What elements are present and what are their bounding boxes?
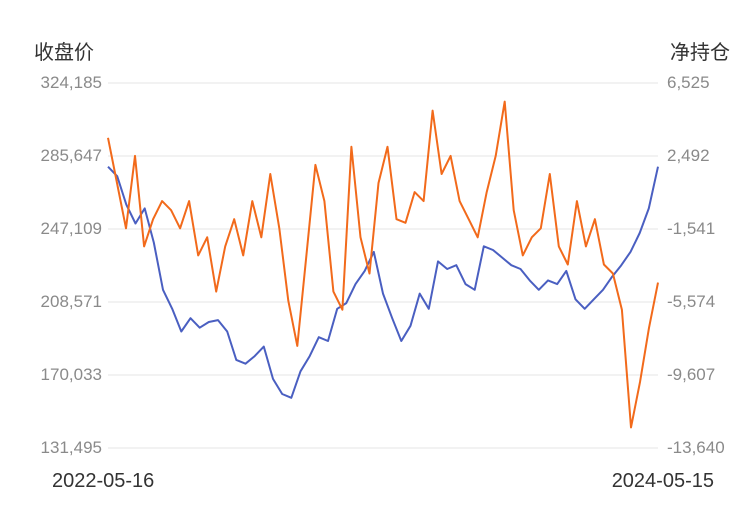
x-axis-end-date: 2024-05-15 [611, 470, 714, 492]
left-tick-label: 170,033 [40, 365, 102, 384]
left-tick-label: 285,647 [40, 146, 102, 165]
left-tick-label: 208,571 [40, 292, 102, 311]
net-position-line [107, 100, 659, 429]
series-lines [107, 100, 659, 429]
right-axis-title: 净持仓 [670, 42, 730, 64]
right-tick-label: -9,607 [667, 365, 716, 384]
right-tick-label: 6,525 [667, 73, 710, 92]
left-tick-label: 131,495 [40, 438, 102, 457]
closing-price-line [107, 166, 659, 399]
right-tick-label: -13,640 [667, 438, 725, 457]
right-tick-label: 2,492 [667, 146, 710, 165]
grid-lines [108, 82, 658, 449]
right-tick-label: -1,541 [667, 219, 716, 238]
left-tick-label: 324,185 [40, 73, 102, 92]
right-tick-label: -5,574 [667, 292, 716, 311]
left-axis-title: 收盘价 [34, 42, 94, 64]
left-tick-label: 247,109 [40, 219, 102, 238]
x-axis-start-date: 2022-05-16 [52, 470, 155, 492]
